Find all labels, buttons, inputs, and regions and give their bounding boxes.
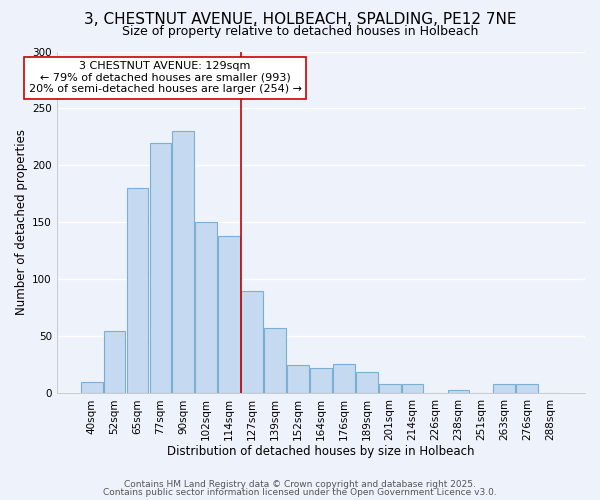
Bar bbox=[401, 384, 424, 394]
Bar bbox=[516, 384, 538, 394]
Bar bbox=[287, 365, 309, 394]
Bar bbox=[149, 142, 172, 394]
Bar bbox=[333, 364, 355, 394]
Text: 3, CHESTNUT AVENUE, HOLBEACH, SPALDING, PE12 7NE: 3, CHESTNUT AVENUE, HOLBEACH, SPALDING, … bbox=[84, 12, 516, 28]
X-axis label: Distribution of detached houses by size in Holbeach: Distribution of detached houses by size … bbox=[167, 444, 475, 458]
Bar bbox=[241, 291, 263, 394]
Bar bbox=[310, 368, 332, 394]
Bar bbox=[196, 222, 217, 394]
Text: Size of property relative to detached houses in Holbeach: Size of property relative to detached ho… bbox=[122, 25, 478, 38]
Text: 3 CHESTNUT AVENUE: 129sqm
← 79% of detached houses are smaller (993)
20% of semi: 3 CHESTNUT AVENUE: 129sqm ← 79% of detac… bbox=[29, 61, 302, 94]
Bar bbox=[493, 384, 515, 394]
Bar bbox=[448, 390, 469, 394]
Y-axis label: Number of detached properties: Number of detached properties bbox=[15, 130, 28, 316]
Bar bbox=[379, 384, 401, 394]
Bar bbox=[81, 382, 103, 394]
Bar bbox=[264, 328, 286, 394]
Bar bbox=[218, 236, 240, 394]
Bar bbox=[356, 372, 377, 394]
Bar bbox=[172, 132, 194, 394]
Bar bbox=[127, 188, 148, 394]
Text: Contains HM Land Registry data © Crown copyright and database right 2025.: Contains HM Land Registry data © Crown c… bbox=[124, 480, 476, 489]
Text: Contains public sector information licensed under the Open Government Licence v3: Contains public sector information licen… bbox=[103, 488, 497, 497]
Bar bbox=[104, 330, 125, 394]
